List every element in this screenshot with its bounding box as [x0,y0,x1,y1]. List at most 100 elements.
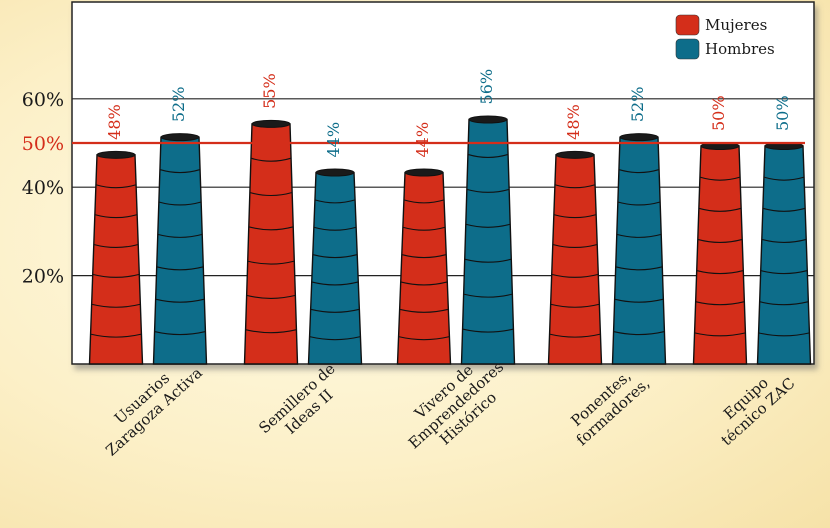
bar-ring [158,201,202,206]
bar-cap [468,115,508,124]
bar-ring [759,301,809,306]
bar-ring [159,169,201,174]
bar-cap [96,150,136,159]
bar-ring [312,254,358,259]
value-label: 48% [564,104,583,140]
bar-ring [155,298,205,303]
bar-ring [245,329,297,334]
value-label: 55% [260,73,279,109]
bar-cap [404,168,444,177]
value-label: 48% [105,104,124,140]
bar-ring [699,176,741,181]
bar-ring [763,176,805,181]
legend-label: Hombres [705,40,775,58]
bar [88,150,144,365]
value-label: 56% [477,69,496,105]
y-tick-label: 60% [22,89,64,111]
bar-ring [466,188,510,193]
bar-ring [310,308,360,313]
bar-body [692,145,748,365]
bar-ring [90,333,142,338]
bar-ring [553,214,597,219]
bar-ring [402,226,446,231]
bar-body [307,171,363,365]
value-label: 52% [169,87,188,123]
bar-ring [467,153,509,158]
bar-ring [246,294,296,299]
bar-ring [247,260,295,265]
bar-ring [761,238,807,243]
bar-ring [550,303,600,308]
bar-ring [398,336,450,341]
bar-ring [156,266,204,271]
x-category-label: Ponentes,formadores, [567,367,653,449]
legend-item: Hombres [675,38,775,60]
bar [692,142,748,365]
bar-ring [694,332,746,337]
bar-ring [554,184,596,189]
bar-ring [314,199,356,204]
y-tick-label: 40% [22,177,64,199]
bar-body [460,118,516,365]
bar-cap [555,150,595,159]
bar-ring [695,301,745,306]
bar-ring [760,270,808,275]
legend-label: Mujeres [705,16,767,34]
bar-body [547,154,603,365]
bar-ring [549,333,601,338]
bar-ring [551,273,599,278]
bar-ring [762,207,806,212]
legend-swatch [675,38,700,60]
bar-ring [157,233,203,238]
bar [460,115,516,365]
bar [152,133,208,365]
bar-ring [93,243,139,249]
bar-ring [758,332,810,337]
bar [243,119,299,365]
bar [307,168,363,365]
bar-ring [696,270,744,275]
bar-ring [462,328,514,333]
y-tick-label: 50% [22,133,64,155]
bar-cap [315,168,355,177]
bar-ring [309,336,361,341]
bar-body [243,123,299,365]
legend-swatch [675,14,700,36]
bar-ring [464,258,512,263]
bar-ring [311,281,359,286]
bar-ring [249,191,293,197]
bar-ring [95,184,137,189]
bar-ring [94,214,138,219]
bar-body [396,171,452,365]
value-label: 50% [709,95,728,131]
bar-ring [399,308,449,313]
value-label: 52% [628,87,647,123]
value-label: 50% [773,95,792,131]
bar-body [88,154,144,365]
bar-body [611,136,667,365]
bar-ring [248,226,294,231]
value-label: 44% [413,122,432,158]
bar-ring [697,238,743,243]
bar-ring [400,281,448,286]
bar-ring [614,298,664,303]
bar-ring [250,157,292,162]
bar [756,142,812,365]
bar-ring [698,207,742,212]
bar-ring [91,303,141,308]
bar-ring [313,226,357,231]
bar-ring [154,331,206,336]
bar-cap [251,119,291,128]
bar-ring [92,273,140,278]
bar-ring [618,169,660,174]
bar-body [756,145,812,365]
bar [396,168,452,365]
bar-ring [401,254,447,259]
bar-ring [613,331,665,336]
bar-ring [616,233,662,238]
bar-cap [619,133,659,142]
